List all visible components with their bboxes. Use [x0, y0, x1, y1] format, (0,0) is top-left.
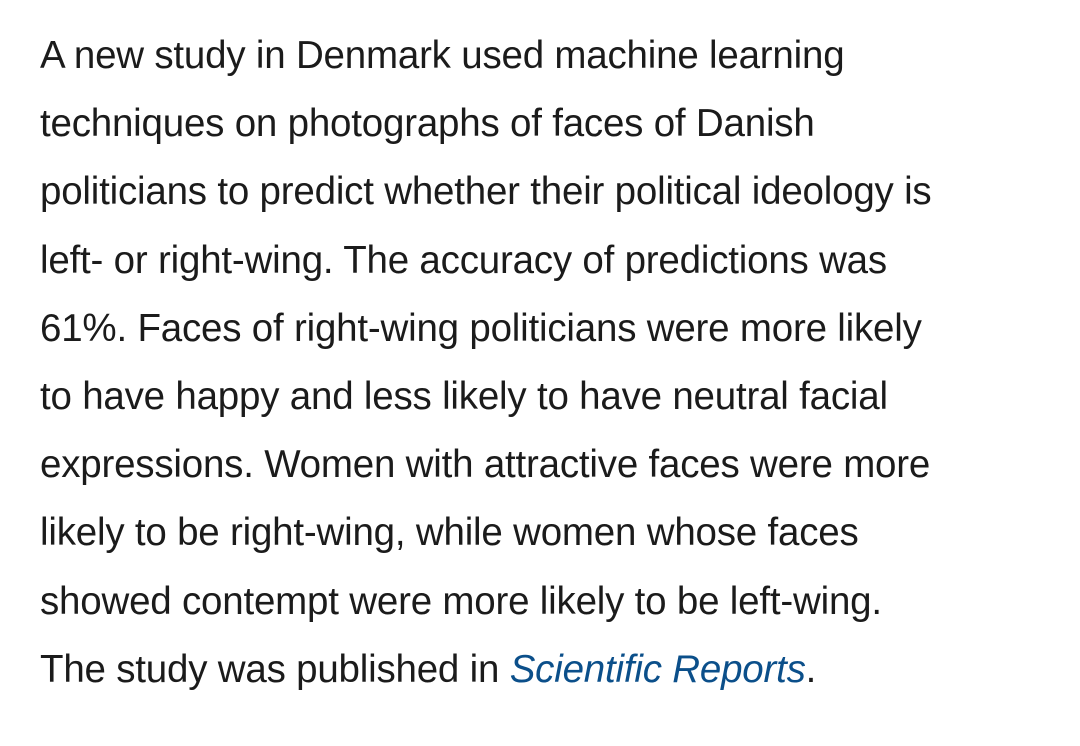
article-line-7: expressions. Women with attractive faces…	[40, 443, 931, 487]
article-line-10: The study was published in Scientific Re…	[40, 636, 1060, 704]
article-line-9: showed contempt were more likely to be l…	[40, 579, 882, 623]
article-line-2: techniques on photographs of faces of Da…	[40, 102, 815, 146]
article-line-1: A new study in Denmark used machine lear…	[40, 34, 845, 77]
article-line-3: politicians to predict whether their pol…	[40, 170, 932, 214]
article-paragraph: A new study in Denmark used machine lear…	[40, 22, 1060, 704]
journal-link[interactable]: Scientific Reports	[509, 647, 806, 691]
last-line-prefix: The study was published in	[40, 647, 510, 691]
article-line-4: left- or right-wing. The accuracy of pre…	[40, 238, 887, 282]
article-line-8: likely to be right-wing, while women who…	[40, 511, 859, 555]
article-line-5: 61%. Faces of right-wing politicians wer…	[40, 306, 922, 350]
last-line-suffix: .	[805, 647, 817, 691]
article-line-6: to have happy and less likely to have ne…	[40, 375, 888, 419]
